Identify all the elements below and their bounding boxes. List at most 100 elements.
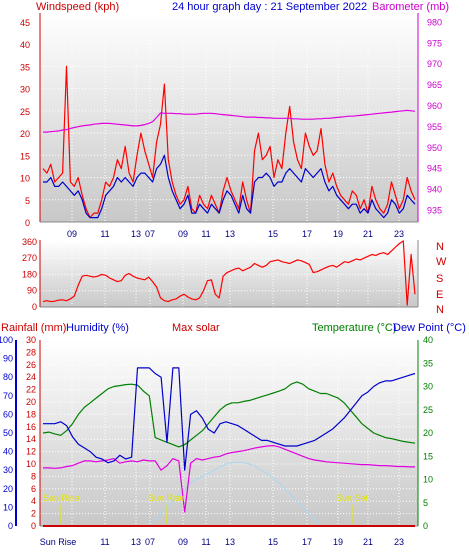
solar-tick-18: 18 [26, 409, 36, 419]
x-tick-bottom-3: 07 [145, 537, 155, 547]
x-tick-top-11: 23 [394, 229, 404, 239]
wind-tick-5: 5 [25, 196, 30, 206]
x-tick-top-6: 13 [225, 229, 235, 239]
solar-tick-28: 28 [26, 347, 36, 357]
x-tick-bottom-6: 13 [225, 537, 235, 547]
solar-tick-10: 10 [26, 459, 36, 469]
hum-tick-10: 10 [3, 502, 13, 512]
dir-tick-0: 0 [32, 302, 37, 312]
hum-tick-0: 0 [8, 521, 13, 531]
sun-set-label: Sun Set [336, 493, 369, 503]
x-tick-top-7: 15 [268, 229, 278, 239]
temp-tick-25: 25 [423, 405, 433, 415]
baro-tick-980: 980 [427, 17, 442, 27]
x-tick-top-4: 09 [178, 229, 188, 239]
windspeed-label: Windspeed (kph) [36, 1, 119, 13]
hum-tick-50: 50 [3, 428, 13, 438]
x-tick-bottom-2: 13 [131, 537, 141, 547]
solar-tick-20: 20 [26, 397, 36, 407]
hum-tick-90: 90 [3, 354, 13, 364]
dir-tick-360: 360 [22, 237, 37, 247]
hum-tick-40: 40 [3, 447, 13, 457]
solar-tick-12: 12 [26, 447, 36, 457]
baro-tick-955: 955 [427, 122, 442, 132]
temp-tick-10: 10 [423, 475, 433, 485]
temperature-label: Temperature (°C) [312, 322, 396, 334]
baro-tick-950: 950 [427, 143, 442, 153]
x-tick-bottom-10: 21 [363, 537, 373, 547]
baro-tick-975: 975 [427, 38, 442, 48]
rainfall-label: Rainfall (mm) [1, 322, 66, 334]
solar-tick-22: 22 [26, 385, 36, 395]
sun-markers: Sun Rise Sun Rise Sun Set [43, 493, 369, 524]
wind-panel-bg [40, 13, 418, 222]
solar-tick-2: 2 [31, 509, 36, 519]
x-tick-bottom-9: 19 [333, 537, 343, 547]
temp-panel-bg [40, 340, 418, 526]
humidity-line [43, 367, 416, 471]
dir-tick-90: 90 [27, 286, 37, 296]
temp-tick-20: 20 [423, 428, 433, 438]
solar-tick-16: 16 [26, 422, 36, 432]
temperature-line [42, 381, 416, 448]
baro-tick-965: 965 [427, 80, 442, 90]
dir-letter-e: E [436, 289, 443, 301]
baro-tick-935: 935 [427, 205, 442, 215]
baro-tick-970: 970 [427, 59, 442, 69]
hum-tick-30: 30 [3, 465, 13, 475]
x-tick-top-9: 19 [333, 229, 343, 239]
hum-tick-60: 60 [3, 409, 13, 419]
sun-rise-label-1: Sun Rise [43, 493, 80, 503]
wind-tick-45: 45 [20, 18, 30, 28]
humidity-label: Humidity (%) [66, 322, 129, 334]
solar-tick-8: 8 [31, 471, 36, 481]
temp-tick-15: 15 [423, 451, 433, 461]
dew-point-label: Dew Point (°C) [393, 322, 466, 334]
solar-tick-14: 14 [26, 434, 36, 444]
x-tick-top-0: 09 [67, 229, 77, 239]
direction-letters: N W S E N [436, 241, 447, 316]
sun-rise-label-2: Sun Rise [148, 493, 185, 503]
hum-tick-20: 20 [3, 484, 13, 494]
x-tick-bottom-7: 15 [268, 537, 278, 547]
baro-tick-940: 940 [427, 185, 442, 195]
wind-tick-40: 40 [20, 40, 30, 50]
dir-letter-s: S [436, 273, 443, 285]
axes [15, 13, 419, 527]
temp-tick-5: 5 [423, 498, 428, 508]
baro-tick-945: 945 [427, 164, 442, 174]
dir-tick-180: 180 [22, 269, 37, 279]
x-tick-bottom-11: 23 [394, 537, 404, 547]
series-layer [42, 65, 416, 527]
temp-tick-30: 30 [423, 382, 433, 392]
dir-letter-n-bottom: N [436, 304, 444, 316]
baro-tick-960: 960 [427, 101, 442, 111]
wind-tick-20: 20 [20, 129, 30, 139]
x-tick-top-2: 13 [131, 229, 141, 239]
solar-tick-26: 26 [26, 360, 36, 370]
x-tick-bottom-5: 11 [201, 537, 210, 547]
dir-letter-w: W [436, 256, 447, 268]
barometer-label: Barometer (mb) [372, 1, 449, 13]
wind-tick-10: 10 [20, 174, 30, 184]
windspeed-line [42, 65, 416, 219]
hum-tick-70: 70 [3, 391, 13, 401]
solar-tick-6: 6 [31, 484, 36, 494]
x-tick-top-8: 17 [302, 229, 312, 239]
x-tick-bottom-1: 11 [100, 537, 109, 547]
wind-tick-25: 25 [20, 107, 30, 117]
solar-tick-4: 4 [31, 496, 36, 506]
solar-tick-30: 30 [26, 335, 36, 345]
temp-tick-35: 35 [423, 358, 433, 368]
max-solar-label: Max solar [172, 322, 220, 334]
wind-tick-35: 35 [20, 62, 30, 72]
x-tick-top-5: 11 [201, 229, 210, 239]
dir-tick-270: 270 [22, 253, 37, 263]
temp-tick-0: 0 [423, 521, 428, 531]
x-tick-top-10: 21 [363, 229, 373, 239]
barometer-line [43, 109, 416, 133]
x-tick-bottom-4: 09 [178, 537, 188, 547]
wind-direction-line [42, 240, 416, 306]
solar-tick-24: 24 [26, 372, 36, 382]
